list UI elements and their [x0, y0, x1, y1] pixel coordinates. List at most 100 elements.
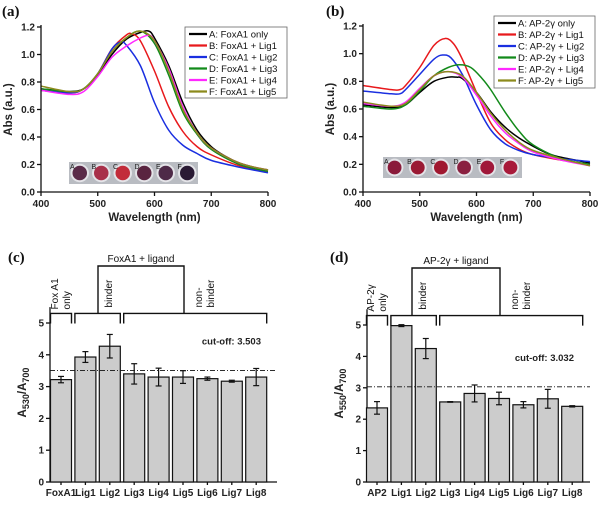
well-sample: [480, 160, 495, 175]
y-tick-label: 1: [355, 446, 361, 457]
bar-lig6: [512, 404, 535, 483]
x-tick-label: 500: [411, 199, 428, 210]
y-tick-label: 4: [355, 352, 361, 363]
bracket-group: [97, 265, 185, 314]
y-tick-label: 3: [38, 382, 44, 393]
bar-lig8: [245, 376, 268, 483]
legend-box: [493, 15, 596, 89]
y-axis-title: Abs (a.u.): [3, 83, 15, 136]
bracket-binder: [74, 312, 121, 324]
well-label: B: [92, 164, 97, 171]
legend-entry: B: AP-2γ + Lig1: [518, 30, 584, 41]
bracket-only: [365, 314, 389, 326]
y-tick-label: 2: [355, 415, 361, 426]
x-tick-label: Lig7: [222, 488, 243, 499]
x-tick-label: Lig8: [246, 488, 267, 499]
bar-lig7: [536, 398, 559, 483]
y-tick-label: 1: [38, 446, 44, 457]
bracket-binder: [390, 314, 437, 326]
y-axis-title-part: A: [17, 409, 29, 417]
bracket-group: [411, 267, 501, 316]
y-tick-label: 3: [355, 383, 361, 394]
bar-lig5: [487, 397, 511, 483]
panel-label-c: (c): [8, 250, 25, 266]
panel-label-d: (d): [330, 250, 348, 266]
y-tick-label: 5: [38, 319, 44, 330]
well-label: B: [407, 159, 412, 166]
bar-lig2: [98, 345, 121, 483]
y-axis-title-part: /A: [334, 384, 346, 396]
well-label: F: [178, 164, 182, 171]
series-line-e: [362, 70, 591, 167]
x-axis-title: Wavelength (nm): [430, 212, 522, 224]
y-tick-label: 0.6: [21, 105, 35, 116]
bar-lig5: [171, 376, 195, 483]
x-axis-title: Wavelength (nm): [108, 212, 200, 224]
bar-ap2: [365, 407, 389, 483]
well-sample: [158, 165, 174, 181]
bracket-nonbinder: [123, 312, 268, 324]
bar-lig7: [220, 380, 243, 483]
well-label: A: [384, 159, 389, 166]
label-nonbinder-line2: binder: [522, 281, 533, 309]
group-title: FoxA1 + ligand: [108, 254, 175, 265]
x-tick-label: 800: [582, 199, 599, 210]
x-tick-label: 800: [260, 199, 277, 210]
label-only-line2: only: [62, 291, 73, 309]
legend-entry: D: AP-2γ + Lig3: [518, 53, 584, 64]
well-sample: [387, 160, 402, 175]
legend-entry: D: FoxA1 + Lig3: [209, 64, 277, 75]
well-sample: [115, 165, 131, 181]
label-binder: binder: [418, 281, 429, 309]
bar-lig8: [561, 405, 584, 483]
bar-foxa1: [49, 379, 73, 483]
well-sample: [410, 160, 425, 175]
legend-entry: A: AP-2γ only: [518, 18, 575, 29]
y-tick-label: 1.2: [343, 22, 357, 33]
y-tick-label: 0.0: [21, 188, 35, 199]
y-tick-label: 5: [355, 321, 361, 332]
y-axis-title-part: /A: [17, 383, 29, 395]
well-label: D: [454, 159, 459, 166]
x-tick-label: 600: [468, 199, 485, 210]
label-only-line1: AP-2γ: [366, 284, 377, 311]
bar-lig3: [439, 401, 462, 483]
well-sample: [72, 165, 88, 181]
x-tick-label: Lig8: [562, 488, 583, 499]
cutoff-label: cut-off: 3.503: [202, 337, 261, 348]
x-tick-label: 700: [203, 199, 220, 210]
legend-entry: A: FoxA1 only: [209, 29, 268, 40]
y-tick-label: 0: [38, 478, 44, 489]
y-tick-label: 1.0: [21, 50, 35, 61]
well-sample: [503, 160, 518, 175]
bar-lig1: [74, 356, 97, 483]
well-label: C: [113, 164, 118, 171]
label-nonbinder-line1: non-: [510, 290, 521, 310]
label-only-line2: only: [378, 293, 389, 311]
y-tick-label: 4: [38, 350, 44, 361]
well-sample: [433, 160, 448, 175]
y-tick-label: 1.0: [343, 49, 357, 60]
panel-label-b: (b): [326, 4, 344, 20]
series-line-f: [362, 70, 591, 167]
y-tick-label: 0.8: [21, 78, 35, 89]
y-tick-label: 0.8: [343, 77, 357, 88]
y-tick-label: 0.4: [21, 133, 35, 144]
y-tick-label: 0.6: [343, 105, 357, 116]
legend-entry: E: AP-2γ + Lig4: [518, 64, 584, 75]
well-sample: [93, 165, 109, 181]
x-tick-label: Lig2: [100, 488, 121, 499]
well-label: E: [477, 159, 482, 166]
x-tick-label: Lig4: [148, 488, 169, 499]
x-tick-label: 400: [355, 199, 372, 210]
well-label: D: [135, 164, 140, 171]
bar-lig4: [147, 376, 170, 483]
x-tick-label: Lig7: [538, 488, 559, 499]
well-label: C: [430, 159, 435, 166]
well-label: A: [70, 164, 75, 171]
well-sample: [179, 165, 195, 181]
label-nonbinder-line2: binder: [206, 279, 217, 307]
legend-entry: C: AP-2γ + Lig2: [518, 41, 584, 52]
y-tick-label: 0: [355, 478, 361, 489]
legend-entry: C: FoxA1 + Lig2: [209, 52, 277, 63]
